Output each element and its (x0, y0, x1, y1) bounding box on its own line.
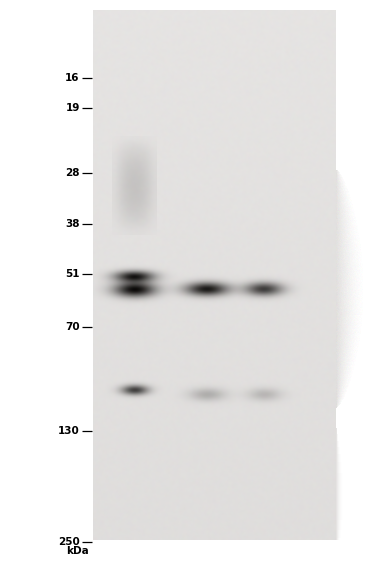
Text: 51: 51 (65, 269, 80, 279)
Text: 16: 16 (65, 73, 80, 83)
Text: 38: 38 (65, 219, 80, 229)
Text: 19: 19 (65, 102, 80, 113)
Text: 130: 130 (58, 426, 80, 436)
Text: 28: 28 (65, 168, 80, 178)
Text: 250: 250 (58, 537, 80, 547)
Text: 70: 70 (65, 322, 80, 332)
Text: kDa: kDa (66, 546, 89, 556)
